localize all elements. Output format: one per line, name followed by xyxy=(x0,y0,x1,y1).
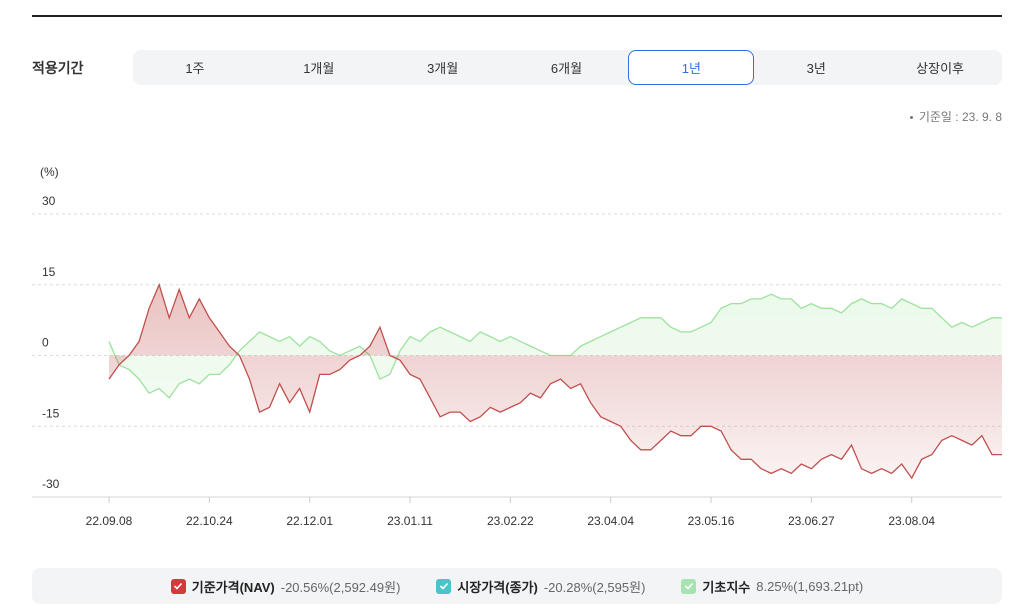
line xyxy=(108,282,1002,480)
legend-item[interactable]: 시장가격(종가) -20.28%(2,595원) xyxy=(436,577,645,596)
period-tab[interactable]: 1년 xyxy=(628,50,755,85)
period-tab[interactable]: 상장이후 xyxy=(916,61,964,76)
y-tick-label: -30 xyxy=(42,477,60,491)
x-tick-label: 23.02.22 xyxy=(487,514,534,528)
period-tab[interactable]: 6개월 xyxy=(550,61,583,76)
x-tick-label: 23.08.04 xyxy=(888,514,935,528)
check-icon xyxy=(174,582,183,590)
x-tick-label: 22.10.24 xyxy=(186,514,233,528)
y-tick-label: 30 xyxy=(42,194,56,208)
legend-item[interactable]: 기준가격(NAV) -20.56%(2,592.49원) xyxy=(170,577,401,596)
x-tick-label: 23.06.27 xyxy=(788,514,835,528)
area xyxy=(109,284,1002,479)
period-label: 적용기간 xyxy=(32,60,84,76)
period-tab[interactable]: 3개월 xyxy=(427,61,459,76)
x-tick-label: 22.12.01 xyxy=(286,514,333,528)
y-tick-label: 15 xyxy=(42,265,56,279)
x-tick-label: 23.01.11 xyxy=(387,514,433,528)
x-tick-label: 23.04.04 xyxy=(587,514,634,528)
bullet xyxy=(909,116,913,120)
legend: 기준가격(NAV) -20.56%(2,592.49원) 시장가격(종가) -20.2… xyxy=(32,568,1002,604)
check-icon xyxy=(439,582,449,590)
x-tick-label: 23.05.16 xyxy=(688,514,735,528)
base-date-text: 기준일 : 23. 9. 8 xyxy=(918,110,1002,124)
legend-name: 시장가격(종가) xyxy=(457,579,538,595)
chart: (%) -30 -15 0 15 30 22.09.08 22.10.24 22.12.01 2… xyxy=(32,165,1002,528)
legend-summary: -20.28%(2,595원) xyxy=(543,579,646,595)
legend-name: 기준가격(NAV) xyxy=(191,579,275,595)
legend-summary: -20.56%(2,592.49원) xyxy=(280,579,401,595)
legend-item[interactable]: 기초지수 8.25%(1,693.21pt) xyxy=(681,577,863,596)
check-icon xyxy=(684,582,694,590)
y-tick-label: 0 xyxy=(42,336,49,350)
y-tick-label: -15 xyxy=(42,406,60,420)
x-tick-label: 22.09.08 xyxy=(86,514,133,528)
period-tab[interactable]: 3년 xyxy=(806,61,826,76)
period-tab[interactable]: 1개월 xyxy=(303,61,335,76)
period-tab[interactable]: 1주 xyxy=(185,61,205,76)
legend-checkbox[interactable] xyxy=(436,578,452,594)
area xyxy=(109,294,1002,398)
top-rule xyxy=(32,15,1002,17)
legend-name: 기초지수 xyxy=(702,579,751,595)
legend-checkbox[interactable] xyxy=(170,578,186,594)
period-tabs: 1주 1개월 3개월 6개월 1년 3년 상장이후 xyxy=(133,50,1002,85)
legend-summary: 8.25%(1,693.21pt) xyxy=(756,578,864,594)
legend-checkbox[interactable] xyxy=(681,578,697,594)
y-axis-label: (%) xyxy=(40,165,59,179)
base-date: 기준일 : 23. 9. 8 xyxy=(909,108,1002,125)
